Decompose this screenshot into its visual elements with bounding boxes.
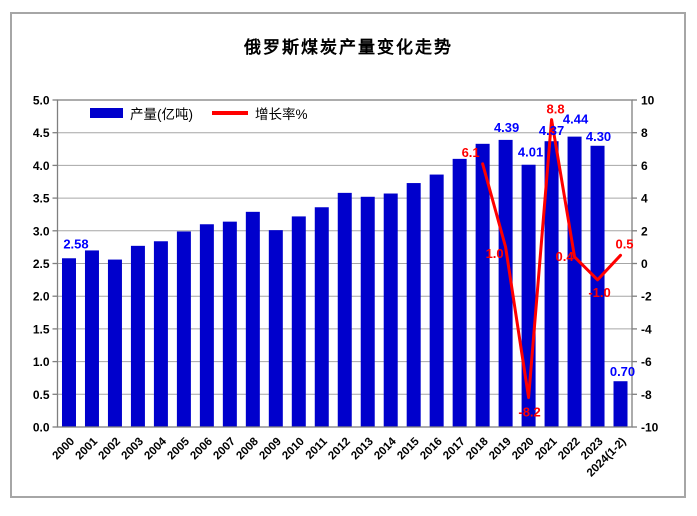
- bar-2005: [176, 231, 191, 427]
- left-axis-tick-label: 1.0: [33, 355, 50, 369]
- legend-bar-label: 产量(亿吨): [130, 107, 193, 122]
- bar-2007: [222, 221, 237, 427]
- bar-2024(1-2): [613, 381, 628, 427]
- right-axis-tick-label: 8: [641, 126, 648, 140]
- bar-2004: [153, 241, 168, 427]
- bar-2003: [130, 245, 145, 427]
- right-axis-tick-label: 4: [641, 192, 648, 206]
- left-axis-tick-label: 4.5: [33, 126, 50, 140]
- bar-2023: [590, 145, 605, 427]
- right-axis-tick-label: 10: [641, 94, 655, 108]
- x-axis-label-2019: 2019: [487, 436, 514, 463]
- legend-line-swatch-icon: [212, 111, 248, 115]
- bar-2011: [314, 207, 329, 427]
- left-axis-tick-label: 0.5: [33, 388, 50, 402]
- right-axis-tick-label: 6: [641, 159, 648, 173]
- line-value-label-2019: 1.0: [486, 246, 504, 261]
- x-axis-label-2017: 2017: [441, 436, 468, 463]
- bar-2022: [567, 136, 582, 427]
- line-value-label-2018: 6.1: [462, 145, 480, 160]
- right-axis-tick-label: -10: [641, 421, 659, 435]
- x-axis-label-2000: 2000: [51, 436, 78, 463]
- legend-bar-swatch-icon: [90, 108, 123, 118]
- x-axis-label-2014: 2014: [372, 435, 399, 462]
- x-axis-label-2016: 2016: [418, 436, 445, 463]
- growth-rate-line: [481, 118, 623, 400]
- right-axis-tick-label: 2: [641, 224, 648, 238]
- left-axis-tick-label: 3.5: [33, 192, 50, 206]
- left-axis-tick-label: 1.5: [33, 322, 50, 336]
- x-axis-label-2012: 2012: [326, 436, 353, 463]
- bar-2001: [84, 250, 99, 427]
- x-axis-label-2002: 2002: [96, 436, 123, 463]
- x-axis-label-2009: 2009: [257, 436, 284, 463]
- bar-value-label-2023: 4.30: [586, 129, 611, 144]
- right-axis-tick-label: -6: [641, 355, 652, 369]
- bar-2019: [498, 139, 513, 428]
- chart-title: 俄罗斯煤炭产量变化走势: [244, 38, 453, 58]
- bar-2015: [406, 183, 421, 427]
- bar-value-label-2020: 4.01: [518, 145, 543, 160]
- bar-value-label-2024(1-2): 0.70: [610, 364, 635, 379]
- x-axis-label-2006: 2006: [188, 436, 215, 463]
- bar-value-label-2000: 2.58: [63, 236, 88, 251]
- left-axis-tick-label: 3.0: [33, 224, 50, 238]
- left-axis-tick-label: 4.0: [33, 159, 50, 173]
- x-axis-label-2005: 2005: [165, 435, 192, 462]
- x-axis-label-2003: 2003: [119, 436, 146, 463]
- x-axis-label-2001: 2001: [74, 435, 101, 462]
- left-axis-tick-label: 2.5: [33, 257, 50, 271]
- x-axis-label-2010: 2010: [280, 436, 307, 463]
- bar-2017: [452, 158, 467, 428]
- right-axis-tick-label: 0: [641, 257, 648, 271]
- x-axis-label-2011: 2011: [304, 435, 331, 462]
- bar-2009: [268, 230, 283, 427]
- right-axis-tick-label: -4: [641, 322, 652, 336]
- line-value-label-2022: 0.4: [556, 249, 575, 264]
- left-axis-tick-label: 0.0: [33, 421, 50, 435]
- right-axis-tick-label: -8: [641, 388, 652, 402]
- line-value-label-2021: 8.8: [547, 102, 565, 117]
- chart-legend: 产量(亿吨) 增长率%: [90, 103, 308, 123]
- bar-2002: [107, 259, 122, 427]
- x-axis-label-2021: 2021: [533, 435, 560, 462]
- x-axis-label-2020: 2020: [510, 436, 537, 463]
- x-axis-label-2015: 2015: [395, 435, 422, 462]
- bar-2016: [429, 174, 444, 427]
- x-axis-label-2018: 2018: [464, 435, 491, 462]
- bar-value-label-2019: 4.39: [494, 120, 519, 135]
- left-axis-tick-label: 5.0: [33, 94, 50, 108]
- line-value-label-2024(1-2): 0.5: [615, 236, 633, 251]
- bar-2013: [360, 196, 375, 427]
- x-axis-label-2004: 2004: [142, 435, 169, 462]
- bar-value-label-2021: 4.37: [539, 123, 564, 138]
- bar-2018: [475, 143, 490, 427]
- bar-2012: [337, 192, 352, 427]
- line-value-label-2020: -8.2: [518, 405, 540, 420]
- bar-2014: [383, 193, 398, 427]
- x-axis-label-2022: 2022: [556, 436, 583, 463]
- x-axis-label-2008: 2008: [234, 435, 261, 462]
- bar-value-label-2022: 4.44: [563, 112, 589, 127]
- bar-2008: [245, 211, 260, 427]
- left-axis-tick-label: 2.0: [33, 290, 50, 304]
- bar-2010: [291, 216, 306, 427]
- bar-2000: [61, 258, 76, 427]
- x-axis-label-2007: 2007: [211, 436, 238, 463]
- bar-2006: [199, 224, 214, 427]
- line-value-label-2023: -1.0: [588, 285, 610, 300]
- legend-line-label: 增长率%: [255, 107, 308, 122]
- right-axis-tick-label: -2: [641, 290, 652, 304]
- x-axis-label-2013: 2013: [349, 436, 376, 463]
- bar-2021: [544, 141, 559, 427]
